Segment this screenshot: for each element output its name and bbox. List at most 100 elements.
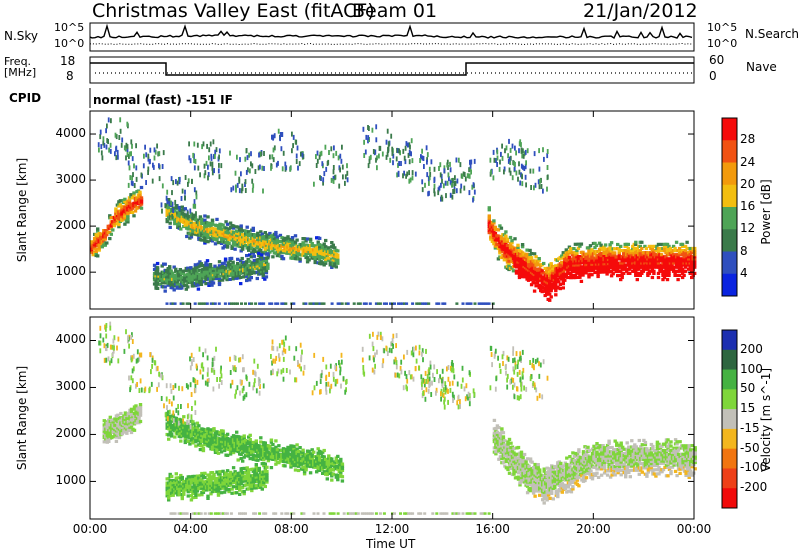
velocity-cell	[334, 458, 338, 462]
power-cell	[367, 163, 370, 169]
power-cell	[175, 282, 179, 286]
power-cell	[549, 295, 553, 299]
power-cell	[495, 158, 497, 163]
power-cell	[211, 277, 216, 281]
power-cell	[400, 161, 402, 166]
power-cell	[628, 271, 632, 275]
power-cell	[217, 260, 222, 264]
power-cell	[408, 178, 411, 184]
power-cell	[620, 273, 624, 277]
power-cell	[293, 234, 298, 238]
power-cell	[229, 267, 234, 271]
power-cell	[162, 279, 166, 283]
power-cell	[229, 302, 233, 305]
power-cell	[250, 234, 254, 238]
power-cell	[99, 129, 102, 135]
power-cell	[623, 265, 627, 269]
power-cell	[489, 237, 493, 241]
power-cell	[690, 269, 694, 273]
power-cell	[183, 277, 187, 281]
velocity-cell	[236, 458, 240, 462]
velocity-cell	[296, 449, 301, 454]
velocity-cell	[222, 484, 227, 488]
power-cell	[155, 268, 160, 272]
power-cell	[130, 180, 133, 186]
power-cell	[221, 229, 225, 233]
power-cell	[430, 159, 433, 165]
power-cell	[579, 269, 584, 273]
velocity-cell	[293, 468, 298, 472]
power-cell	[105, 241, 109, 245]
power-cell	[362, 302, 366, 305]
power-cell	[443, 165, 446, 171]
power-cell	[166, 283, 170, 287]
power-cell	[671, 269, 676, 273]
power-cell	[318, 247, 322, 251]
power-cell	[520, 142, 522, 148]
power-cell	[356, 302, 360, 305]
power-cell	[102, 140, 105, 146]
power-cell	[212, 237, 216, 241]
power-cell	[199, 280, 204, 284]
velocity-cell	[241, 451, 245, 455]
power-cell	[520, 243, 525, 247]
power-cell	[319, 260, 323, 264]
power-cell	[468, 190, 471, 196]
power-cell	[623, 267, 627, 271]
power-cell	[638, 251, 642, 255]
power-cell	[248, 232, 252, 236]
velocity-cell	[310, 452, 314, 456]
power-cell	[94, 241, 98, 245]
power-cell	[323, 171, 326, 177]
power-cell	[207, 164, 209, 170]
velocity-cell	[301, 465, 305, 469]
power-cell	[135, 143, 137, 149]
power-cell	[177, 222, 181, 226]
power-cell	[331, 243, 335, 247]
velocity-cell	[228, 477, 233, 481]
power-cell	[291, 131, 293, 137]
velocity-cell	[107, 422, 111, 427]
power-cell	[201, 263, 205, 268]
velocity-cell	[339, 470, 343, 474]
power-cell	[685, 240, 689, 244]
power-cell	[272, 234, 277, 238]
velocity-cell	[271, 457, 275, 461]
power-cell	[333, 145, 335, 151]
velocity-cell	[339, 459, 343, 464]
power-cell	[184, 175, 187, 180]
power-cell	[367, 135, 370, 141]
power-cell	[590, 262, 594, 266]
power-cell	[332, 169, 335, 175]
velocity-cell	[238, 484, 242, 488]
velocity-cell	[290, 448, 295, 452]
velocity-cell	[292, 444, 296, 448]
power-cell	[664, 269, 668, 273]
power-cell	[213, 168, 215, 174]
power-cell	[263, 166, 265, 171]
power-cell	[683, 269, 688, 273]
power-cell	[260, 255, 264, 259]
power-cell	[546, 165, 549, 170]
power-cell	[166, 189, 169, 195]
power-cell	[171, 190, 173, 196]
velocity-cell	[195, 485, 200, 489]
velocity-cell	[200, 478, 204, 482]
power-cell	[233, 241, 237, 245]
velocity-cell	[337, 463, 341, 467]
velocity-cell	[268, 457, 272, 461]
power-cell	[641, 257, 646, 261]
velocity-cell	[222, 448, 227, 453]
power-cell	[304, 239, 308, 243]
velocity-cell	[230, 491, 234, 495]
power-cell	[492, 229, 496, 233]
velocity-cell	[189, 494, 194, 498]
velocity-cell	[125, 425, 129, 429]
power-cell	[509, 155, 512, 161]
power-cell	[250, 302, 254, 305]
velocity-cell	[194, 440, 198, 444]
power-cell	[596, 274, 600, 279]
power-cell	[245, 236, 249, 240]
power-cell	[507, 263, 511, 267]
velocity-cell	[179, 473, 183, 478]
